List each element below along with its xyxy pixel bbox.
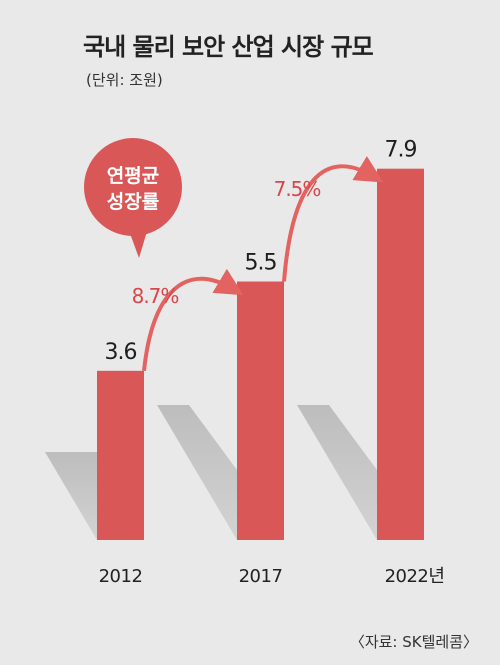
- bar-shadow: [157, 405, 237, 540]
- bar-2017: [237, 281, 284, 540]
- growth-rate-label: 7.5%: [274, 177, 321, 201]
- callout-pointer: [128, 228, 148, 258]
- growth-callout: 연평균 성장률: [84, 138, 182, 258]
- growth-rate-label: 8.7%: [132, 284, 179, 308]
- bar-shadow: [297, 405, 377, 540]
- bar-2022년: [377, 168, 424, 540]
- callout-line-2: 성장률: [107, 191, 159, 213]
- bar-shadows: [45, 405, 377, 540]
- growth-arrow: [142, 268, 244, 372]
- category-label: 2022년: [385, 566, 445, 587]
- bar-shadow: [45, 452, 97, 540]
- source-note: 〈자료: SK텔레콤〉: [350, 633, 478, 651]
- callout-line-1: 연평균: [107, 165, 159, 187]
- unit-label: (단위: 조원): [86, 71, 163, 89]
- growth-arrows: [142, 156, 384, 372]
- callout-bubble: [84, 138, 182, 236]
- category-label: 2017: [239, 566, 283, 587]
- value-label: 5.5: [245, 251, 277, 276]
- labels: 3.6 2012 5.5 2017 7.9 2022년 8.7% 7.5%: [99, 138, 445, 587]
- category-label: 2012: [99, 566, 143, 587]
- bar-2012: [97, 370, 144, 540]
- value-label: 7.9: [385, 138, 417, 163]
- chart-title: 국내 물리 보안 산업 시장 규모: [83, 33, 374, 61]
- growth-arrow: [282, 156, 384, 282]
- bars: [97, 168, 424, 540]
- value-label: 3.6: [105, 340, 137, 365]
